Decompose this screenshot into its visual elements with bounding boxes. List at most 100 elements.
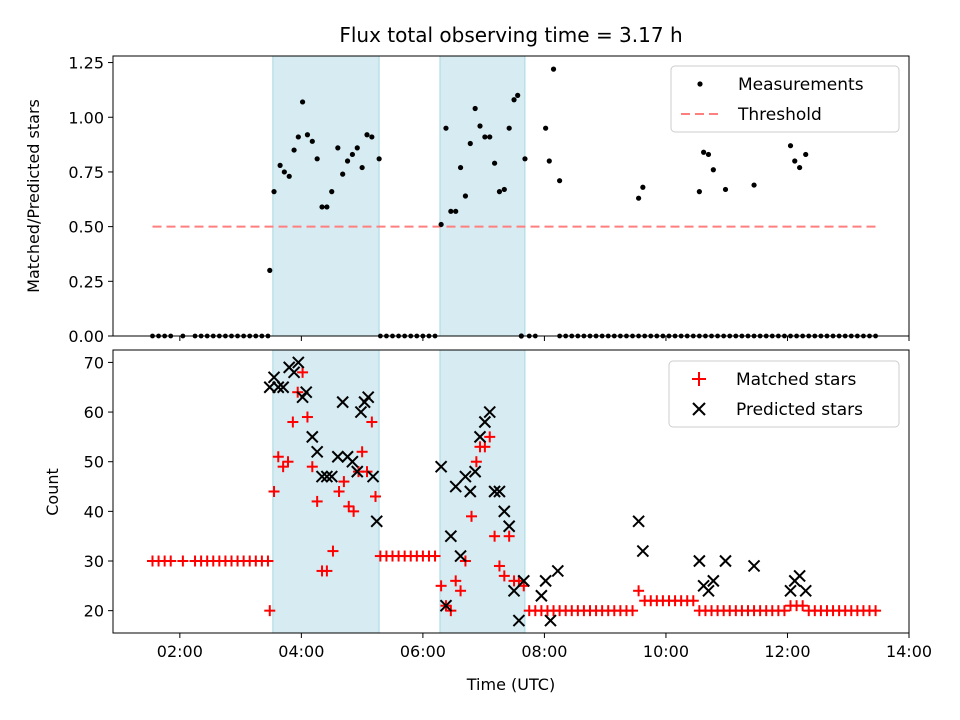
predicted-star-point [434, 460, 448, 473]
x-tick-label: 02:00 [157, 642, 203, 661]
predicted-star-point [473, 430, 487, 444]
bottom-legend-box [668, 360, 900, 428]
top-y-tick-label: 0.75 [68, 163, 104, 182]
predicted-star-point [325, 470, 338, 483]
predicted-star-point [719, 554, 732, 568]
predicted-star-point [784, 584, 797, 598]
measurement-point [309, 138, 315, 144]
legend-predicted-label: Predicted stars [736, 400, 863, 420]
x-tick-label: 04:00 [278, 642, 324, 661]
measurement-point [369, 134, 375, 140]
predicted-stars-points [263, 356, 812, 627]
legend-threshold-label: Threshold [737, 105, 822, 125]
predicted-star-point [351, 465, 364, 478]
predicted-star-point [439, 599, 453, 612]
measurement-point [522, 156, 528, 162]
measurement-point [515, 92, 521, 98]
measurement-point [344, 158, 351, 164]
measurement-point [443, 125, 449, 131]
matched-star-point [268, 486, 280, 497]
matched-star-point [311, 495, 323, 507]
measurement-point [557, 178, 563, 184]
measurement-point [710, 167, 716, 173]
matched-star-point [870, 605, 882, 617]
predicted-star-point [444, 529, 458, 543]
bottom-legend: Matched stars Predicted stars [668, 360, 900, 428]
measurement-point [324, 204, 330, 210]
matched-star-point [277, 461, 289, 473]
bottom-x-axis: 02:00 04:00 06:00 08:00 10:00 12:00 14:00 [157, 633, 932, 661]
measurement-point [349, 151, 356, 158]
measurement-point [364, 132, 370, 138]
bottom-y-label: Count [43, 468, 62, 516]
measurement-point [487, 134, 493, 140]
matched-star-point [493, 560, 505, 572]
predicted-star-point [449, 480, 462, 493]
matched-star-point [484, 431, 496, 443]
matched-star-point [321, 565, 333, 577]
predicted-star-point [315, 470, 329, 483]
measurement-point [448, 208, 454, 214]
measurement-point [722, 186, 729, 193]
measurement-point [314, 156, 320, 162]
predicted-star-point [551, 564, 564, 578]
predicted-star-point [320, 470, 334, 483]
matched-star-point [548, 605, 560, 617]
measurement-point [319, 204, 325, 210]
matched-star-point [282, 456, 294, 468]
top-axes-frame [112, 55, 910, 337]
matched-star-point [503, 530, 515, 542]
measurement-point [277, 162, 283, 168]
measurement-point [299, 99, 306, 105]
x-tick-label: 10:00 [643, 642, 689, 661]
predicted-star-point [636, 544, 650, 558]
measurement-point [438, 221, 444, 228]
predicted-star-point [693, 554, 706, 568]
bottom-y-tick-label: 40 [84, 502, 104, 521]
measurement-point [506, 125, 512, 131]
predicted-star-point [747, 559, 761, 573]
predicted-star-point [793, 569, 806, 583]
x-tick-label: 06:00 [400, 642, 446, 661]
matched-star-point [287, 416, 299, 428]
measurement-point [291, 147, 297, 153]
matched-star-point [361, 466, 373, 478]
measurement-point [271, 189, 277, 195]
predicted-star-point [310, 445, 324, 458]
predicted-star-point [366, 470, 380, 483]
measurement-point [295, 134, 301, 140]
matched-star-point [450, 575, 462, 587]
measurement-point [359, 164, 365, 171]
predicted-star-point [517, 574, 530, 588]
bottom-y-tick-label: 70 [84, 353, 104, 372]
predicted-star-point [535, 589, 548, 602]
predicted-star-point [306, 430, 319, 444]
predicted-star-point [300, 385, 313, 399]
predicted-star-point [702, 584, 715, 598]
measurement-point [550, 66, 557, 72]
top-legend: Measurements Threshold [670, 65, 900, 133]
matched-star-point [262, 555, 274, 567]
matched-star-point [264, 605, 276, 617]
legend-matched-marker [692, 372, 706, 386]
predicted-star-point [459, 470, 472, 483]
bottom-shaded-span-1 [439, 349, 526, 634]
x-axis-label: Time (UTC) [466, 675, 555, 694]
measurement-point [335, 145, 341, 151]
measurement-point [467, 140, 473, 147]
measurement-point [797, 164, 803, 171]
top-y-tick-label: 0.00 [68, 327, 104, 346]
top-y-tick-label: 0.25 [68, 272, 104, 291]
matched-star-point [797, 600, 809, 612]
bottom-y-tick-label: 60 [84, 403, 104, 422]
measurement-point [701, 149, 707, 155]
matched-star-point [429, 550, 441, 562]
measurement-point [462, 193, 469, 199]
measurement-point [457, 164, 464, 171]
matched-star-point [338, 476, 350, 488]
matched-star-point [489, 530, 501, 542]
top-legend-box [670, 65, 900, 133]
matched-star-point [333, 486, 345, 497]
chart-title: Flux total observing time = 3.17 h [339, 23, 682, 47]
